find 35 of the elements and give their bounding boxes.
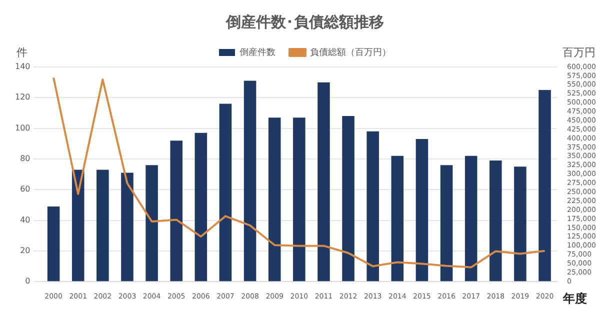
bar xyxy=(366,131,379,282)
bar xyxy=(391,156,404,282)
bar xyxy=(219,104,232,282)
x-axis-title: 年度 xyxy=(562,292,588,306)
bar xyxy=(318,82,330,282)
y-tick-label: 40 xyxy=(20,215,30,224)
bar xyxy=(416,139,428,282)
bar xyxy=(440,165,453,282)
y-tick-label: 140 xyxy=(14,62,30,72)
legend-label: 倒産件数 xyxy=(240,46,276,58)
bar xyxy=(268,118,281,282)
bar xyxy=(146,165,158,282)
bar xyxy=(538,90,551,282)
y-tick-label: 120 xyxy=(14,92,30,102)
bar xyxy=(194,132,208,282)
legend-label: 負債総額（百万円） xyxy=(310,46,391,58)
bar xyxy=(121,172,134,282)
y-tick-label: 100 xyxy=(14,123,30,132)
bar xyxy=(490,160,502,282)
bar xyxy=(464,156,478,282)
bar xyxy=(244,80,256,282)
bar xyxy=(342,116,354,282)
bar xyxy=(96,170,109,282)
y-tick-label: 60 xyxy=(20,184,30,194)
bar xyxy=(72,170,84,282)
y-tick-label: 20 xyxy=(20,246,30,256)
y-tick-label: 0 xyxy=(25,276,30,286)
bar xyxy=(293,118,306,282)
y-axis-title: 件 xyxy=(16,46,28,59)
y2-axis-title: 百万円 xyxy=(562,46,596,59)
bar xyxy=(514,166,526,282)
bar xyxy=(170,140,182,282)
bar xyxy=(47,206,60,282)
y-tick-label: 80 xyxy=(20,154,30,164)
chart-title: 倒産件数･負債総額推移 xyxy=(225,12,384,31)
